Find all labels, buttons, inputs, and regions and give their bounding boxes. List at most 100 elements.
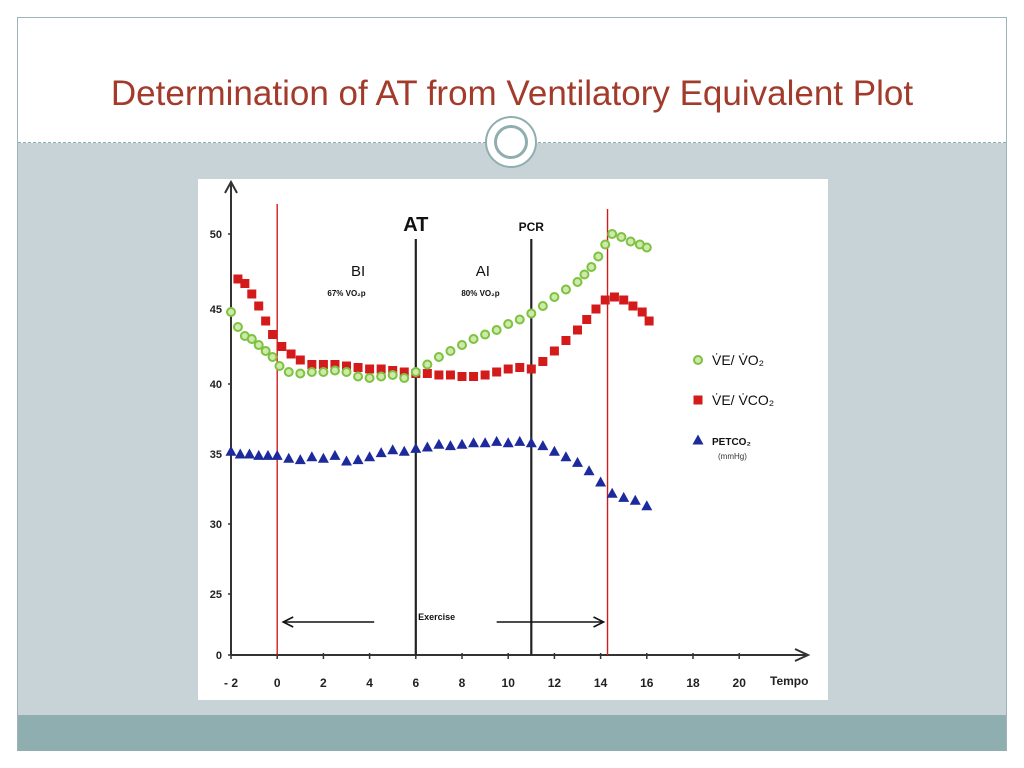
triangle-point <box>421 441 433 452</box>
square-point <box>365 364 375 374</box>
triangle-point <box>468 437 480 448</box>
square-point <box>268 330 278 339</box>
exercise-arrow-right-head <box>593 616 606 628</box>
triangle-point <box>306 451 318 462</box>
square-point <box>376 364 386 374</box>
square-point <box>261 316 271 326</box>
y-tick-label: 45 <box>210 304 222 316</box>
triangle-point <box>398 445 410 456</box>
circle-point <box>399 373 410 383</box>
triangle-point <box>225 445 237 456</box>
square-point <box>503 364 513 374</box>
circle-point <box>607 229 618 239</box>
x-tick-label: 12 <box>548 676 562 690</box>
square-point <box>591 304 601 314</box>
square-point <box>247 289 257 299</box>
legend-circle-marker <box>693 355 703 365</box>
triangle-point <box>387 444 399 455</box>
y-tick-label: 35 <box>210 449 222 461</box>
square-point <box>399 367 409 377</box>
ai-label: AI <box>476 263 490 280</box>
square-point <box>515 363 525 372</box>
square-point <box>561 336 571 345</box>
x-tick-label: 0 <box>274 676 281 690</box>
bi-label: BI <box>351 263 365 280</box>
circle-point <box>445 346 456 356</box>
legend-label: V̇E/ V̇CO₂ <box>712 392 774 408</box>
triangle-point <box>606 487 618 498</box>
legend-label: V̇E/ V̇O₂ <box>712 352 764 368</box>
square-point <box>434 370 444 380</box>
chart-axes: 0 25 30 35 40 45 50 - 2 0 2 4 6 8 10 12 14 16 18 20 Tempo <box>210 179 811 690</box>
triangle-point <box>583 465 595 476</box>
y-axis-arrow <box>224 179 238 194</box>
square-point <box>318 360 328 369</box>
circle-ornament-icon <box>485 116 537 168</box>
triangle-point <box>283 452 295 463</box>
triangle-point <box>491 435 503 446</box>
circle-point <box>480 329 491 340</box>
circle-point <box>641 242 652 253</box>
circle-point <box>274 361 285 371</box>
circle-ornament-inner <box>494 125 528 159</box>
triangle-point <box>525 437 537 448</box>
y-tick-label: 30 <box>210 519 222 531</box>
circle-point <box>295 368 306 379</box>
square-point <box>330 360 340 369</box>
triangle-point <box>341 455 352 466</box>
x-tick-label: 14 <box>594 676 608 690</box>
circle-point <box>376 371 387 382</box>
triangle-point <box>262 449 274 460</box>
y-tick-label: 0 <box>216 650 222 662</box>
square-point <box>254 301 264 311</box>
triangle-point <box>572 456 583 467</box>
circle-point <box>341 367 352 377</box>
circle-point <box>410 367 421 377</box>
x-axis-title: Tempo <box>770 674 808 688</box>
square-point <box>233 274 243 284</box>
chart-marks <box>225 229 654 511</box>
triangle-point <box>410 442 422 453</box>
square-point <box>600 295 610 305</box>
triangle-point <box>243 448 255 459</box>
circle-point <box>457 340 467 350</box>
x-tick-label: 16 <box>640 676 654 690</box>
exercise-arrow-left-head <box>281 616 294 628</box>
circle-point <box>422 359 433 370</box>
pcr-label: PCR <box>519 220 545 234</box>
triangle-point <box>253 449 265 460</box>
triangle-point <box>502 437 514 448</box>
circle-point <box>387 370 398 380</box>
x-tick-label: 10 <box>502 676 516 690</box>
triangle-point <box>537 440 549 451</box>
triangle-point <box>234 448 246 459</box>
square-point <box>637 307 647 317</box>
circle-point <box>579 269 590 280</box>
square-point <box>277 342 287 351</box>
triangle-point <box>364 451 376 462</box>
circle-point <box>246 334 257 344</box>
legend-triangle-marker <box>692 434 704 445</box>
circle-point <box>283 367 294 377</box>
legend-square-marker <box>693 395 703 405</box>
triangle-point <box>294 454 306 465</box>
circle-point <box>549 292 560 302</box>
legend-label: PETCO₂ <box>712 437 751 448</box>
square-point <box>422 369 432 378</box>
y-tick-label: 50 <box>210 229 222 241</box>
vertical-lines <box>276 204 609 655</box>
exercise-label: Exercise <box>418 612 455 622</box>
triangle-point <box>433 438 445 449</box>
triangle-point <box>329 449 341 460</box>
triangle-point <box>444 440 456 451</box>
triangle-point <box>548 445 560 456</box>
circle-point <box>468 334 479 344</box>
circle-point <box>526 308 537 319</box>
triangle-point <box>629 494 641 505</box>
circle-point <box>503 319 514 329</box>
x-tick-label: 4 <box>366 676 373 690</box>
ventilatory-chart: 0 25 30 35 40 45 50 - 2 0 2 4 6 8 10 12 14 16 18 20 Tempo A… <box>210 179 811 690</box>
y-tick-label: 25 <box>210 589 222 601</box>
circle-point <box>491 325 502 335</box>
circle-point <box>226 307 236 317</box>
